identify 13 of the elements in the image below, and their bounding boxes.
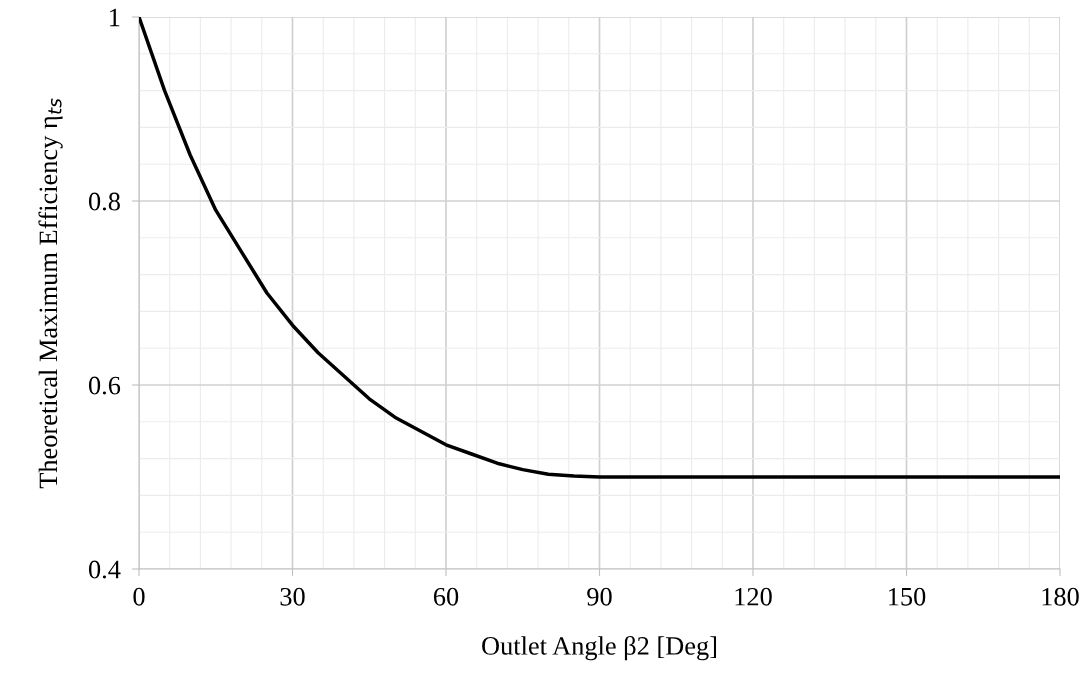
x-tick-label: 30 [280,587,305,606]
x-tick-label: 0 [133,587,145,606]
x-tick-label: 150 [889,587,926,606]
x-tick-label: 180 [1042,587,1079,606]
y-tick-label: 0.4 [88,560,121,579]
y-tick-label: 1 [110,8,120,27]
x-tick-label: 90 [587,587,612,606]
x-tick-label: 60 [433,587,459,606]
y-tick-label: 0.6 [88,376,121,395]
y-tick-label: 0.8 [88,192,120,211]
x-axis-title: Outlet Angle β2 [Deg] [482,635,717,661]
x-tick-label: 120 [735,587,772,606]
y-axis-title: Theoretical Maximum Efficiency η$_{ts}$ [38,98,63,489]
